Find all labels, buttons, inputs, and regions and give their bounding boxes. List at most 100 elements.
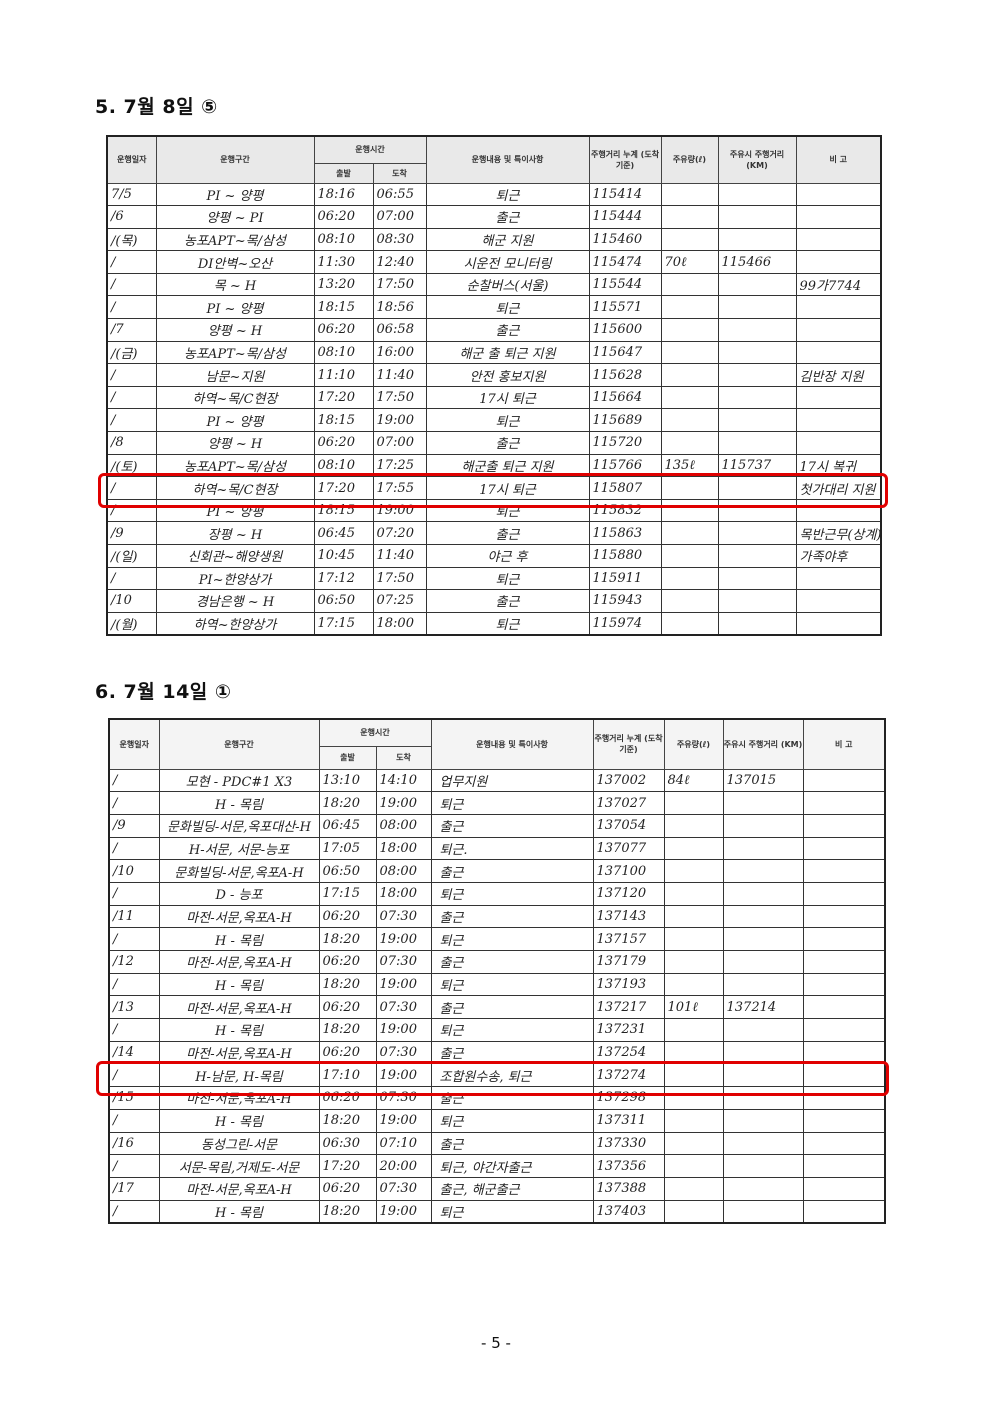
cell-route: 모현 - PDC#1 X3 <box>158 768 320 793</box>
cell-note: 17시 복귀 <box>795 453 882 478</box>
cell-route: DI안벽~오산 <box>155 250 315 274</box>
cell-fuel <box>663 1176 724 1201</box>
cell-route: 문화빌딩-서문,옥포대산-H <box>158 813 320 838</box>
cell-arrive: 06:58 <box>372 318 427 342</box>
cell-fuel-odometer <box>722 1176 804 1201</box>
cell-odometer: 137217 <box>592 995 665 1020</box>
highlight-box <box>98 473 888 508</box>
header-time: 운행시간 <box>313 135 427 164</box>
cell-arrive: 07:30 <box>375 1176 432 1201</box>
header-route: 운행구간 <box>158 718 320 770</box>
cell-note <box>802 813 886 838</box>
cell-note <box>802 768 886 793</box>
cell-content: 퇴근 <box>425 408 590 433</box>
cell-odometer: 115460 <box>588 227 662 252</box>
cell-arrive: 07:25 <box>372 589 427 613</box>
table-row: /7 양평 ~ H 06:20 06:58 출근 115600 <box>106 318 882 342</box>
cell-content: 퇴근 <box>430 881 594 906</box>
cell-arrive: 17:50 <box>372 385 427 410</box>
cell-content: 야근 후 <box>425 544 590 568</box>
cell-fuel <box>660 363 719 387</box>
cell-date: / <box>108 1108 160 1133</box>
table-row: / H - 목림 18:20 19:00 퇴근 137231 <box>108 1018 886 1042</box>
cell-content: 출근 <box>430 995 594 1020</box>
cell-fuel-odometer <box>717 363 797 387</box>
cell-content: 출근 <box>425 521 590 545</box>
cell-fuel <box>660 544 719 568</box>
cell-note <box>795 431 882 455</box>
cell-odometer: 137231 <box>592 1018 665 1042</box>
cell-note <box>802 1176 886 1201</box>
cell-depart: 18:20 <box>318 927 377 951</box>
cell-note <box>802 1018 886 1042</box>
table-row: / H - 목림 18:20 19:00 퇴근 137157 <box>108 927 886 951</box>
cell-fuel-odometer <box>722 836 804 861</box>
cell-depart: 06:30 <box>318 1131 377 1156</box>
header-odometer: 주행거리 누계 (도착기준) <box>592 718 665 770</box>
cell-content: 출근 <box>430 950 594 974</box>
cell-fuel <box>663 836 724 861</box>
cell-arrive: 19:00 <box>375 1018 432 1042</box>
cell-arrive: 19:00 <box>375 1108 432 1133</box>
cell-depart: 17:20 <box>313 385 374 410</box>
cell-fuel-odometer <box>717 589 797 613</box>
cell-route: D - 능포 <box>158 881 320 906</box>
cell-fuel <box>663 791 724 815</box>
table-row: /17 마전-서문,옥포A-H 06:20 07:30 출근, 해군출근 137388 <box>108 1176 886 1201</box>
cell-route: 마전-서문,옥포A-H <box>158 1086 320 1110</box>
table-row: 7/5 PI ~ 양평 18:16 06:55 퇴근 115414 <box>106 182 882 207</box>
table-row: /12 마전-서문,옥포A-H 06:20 07:30 출근 137179 <box>108 950 886 974</box>
cell-fuel <box>663 1154 724 1178</box>
cell-arrive: 07:30 <box>375 950 432 974</box>
cell-depart: 06:20 <box>318 1040 377 1065</box>
cell-fuel-odometer <box>722 950 804 974</box>
cell-arrive: 06:55 <box>372 182 427 207</box>
cell-depart: 18:20 <box>318 1108 377 1133</box>
cell-fuel-odometer <box>717 521 797 545</box>
cell-odometer: 115647 <box>588 340 662 365</box>
cell-odometer: 137120 <box>592 881 665 906</box>
cell-fuel-odometer <box>717 431 797 455</box>
table-row: / D - 능포 17:15 18:00 퇴근 137120 <box>108 881 886 906</box>
cell-fuel <box>663 1108 724 1133</box>
cell-odometer: 115571 <box>588 295 662 320</box>
cell-date: /9 <box>106 521 157 545</box>
cell-content: 안전 홍보지원 <box>425 363 590 387</box>
cell-odometer: 137100 <box>592 859 665 883</box>
cell-odometer: 137027 <box>592 791 665 815</box>
table-body: 7/5 PI ~ 양평 18:16 06:55 퇴근 115414/6 양평 ~ PI 06:… <box>106 182 882 636</box>
cell-date: /10 <box>106 589 157 613</box>
cell-fuel: 70ℓ <box>660 250 719 274</box>
cell-date: / <box>106 566 157 591</box>
cell-route: 신회관~해양생원 <box>155 544 315 568</box>
cell-fuel <box>660 408 719 433</box>
cell-fuel-odometer <box>722 904 804 929</box>
cell-note <box>795 182 882 207</box>
header-fuel-odometer: 주유시 주행거리 (KM) <box>717 135 797 184</box>
cell-fuel-odometer <box>722 927 804 951</box>
cell-note <box>795 589 882 613</box>
cell-route: H - 목림 <box>158 1108 320 1133</box>
cell-fuel-odometer <box>717 272 797 297</box>
table-row: /6 양평 ~ PI 06:20 07:00 출근 115444 <box>106 205 882 229</box>
cell-fuel <box>660 521 719 545</box>
header-route: 운행구간 <box>155 135 315 184</box>
cell-note: 첫가대리 지원 <box>795 476 882 500</box>
cell-fuel-odometer <box>717 227 797 252</box>
cell-route: 마전-서문,옥포A-H <box>158 1176 320 1201</box>
cell-depart: 11:30 <box>313 250 374 274</box>
cell-content: 출근 <box>430 904 594 929</box>
cell-fuel-odometer <box>717 205 797 229</box>
cell-content: 출근 <box>430 859 594 883</box>
cell-content: 17시 퇴근 <box>425 385 590 410</box>
cell-fuel <box>663 972 724 997</box>
cell-odometer: 137077 <box>592 836 665 861</box>
cell-fuel-odometer <box>722 1131 804 1156</box>
cell-content: 순찰버스(서울) <box>425 272 590 297</box>
cell-fuel <box>663 813 724 838</box>
cell-route: 마전-서문,옥포A-H <box>158 950 320 974</box>
section-title: 5. 7월 8일 ⑤ <box>95 96 218 118</box>
header-date: 운행일자 <box>108 718 160 770</box>
cell-depart: 18:20 <box>318 972 377 997</box>
table-row: /(목) 농포APT~목/삼성 08:10 08:30 해군 지원 115460 <box>106 227 882 252</box>
